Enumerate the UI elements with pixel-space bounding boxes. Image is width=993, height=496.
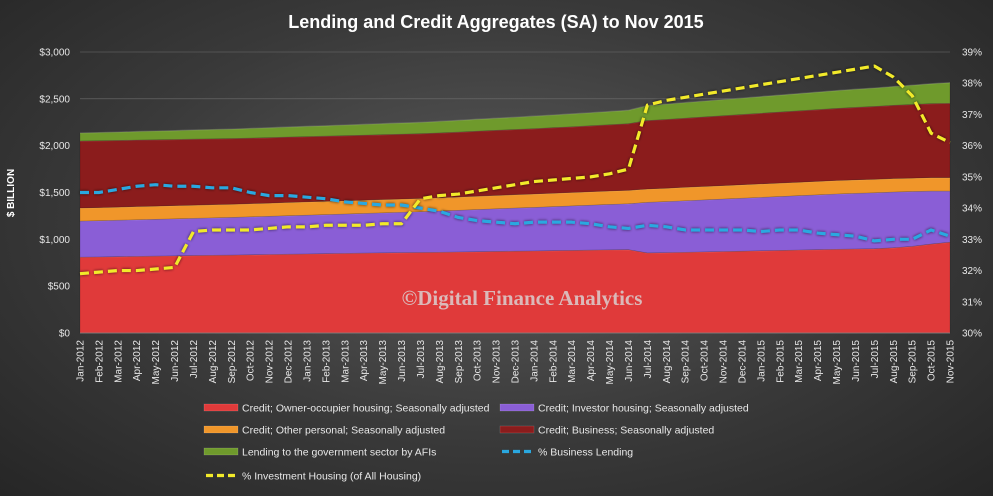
x-tick-label-40: May-2015	[832, 340, 843, 385]
chart-title: Lending and Credit Aggregates (SA) to No…	[288, 12, 703, 32]
x-tick-label-6: Jul-2012	[189, 340, 200, 379]
right-tick-label-9: 39%	[962, 48, 982, 59]
x-tick-label-31: Aug-2014	[662, 340, 673, 384]
x-tick-label-35: Dec-2014	[737, 340, 748, 384]
x-tick-label-42: Jul-2015	[870, 340, 881, 379]
x-tick-label-37: Feb-2015	[775, 340, 786, 383]
right-tick-label-8: 38%	[962, 79, 982, 90]
area-series-2	[79, 177, 951, 222]
x-tick-label-41: Jun-2015	[851, 340, 862, 382]
x-tick-label-30: Jul-2014	[643, 340, 654, 379]
left-tick-label-0: $0	[59, 329, 71, 340]
x-tick-label-5: Jun-2012	[170, 340, 181, 382]
x-tick-label-16: May-2013	[378, 340, 389, 385]
legend-swatch-3	[499, 425, 535, 434]
x-tick-label-12: Jan-2013	[302, 340, 313, 382]
x-tick-label-27: Apr-2014	[586, 340, 597, 382]
right-tick-label-6: 36%	[962, 141, 982, 152]
x-tick-label-46: Nov-2015	[946, 340, 957, 384]
x-tick-label-24: Jan-2014	[529, 340, 540, 382]
x-tick-label-44: Sep-2015	[908, 340, 919, 384]
x-tick-label-17: Jun-2013	[397, 340, 408, 382]
legend-label-3: Credit; Business; Seasonally adjusted	[538, 425, 714, 437]
right-tick-label-4: 34%	[962, 204, 982, 215]
right-tick-label-7: 37%	[962, 110, 982, 121]
legend-swatch-4	[203, 447, 239, 456]
x-tick-label-29: Jun-2014	[624, 340, 635, 382]
legend: Credit; Owner-occupier housing; Seasonal…	[203, 403, 749, 483]
left-tick-label-1: $500	[48, 282, 71, 293]
x-tick-label-3: Apr-2012	[132, 340, 143, 382]
legend-label-4: Lending to the government sector by AFIs	[242, 447, 436, 459]
area-edge-4	[79, 82, 951, 134]
right-tick-label-3: 33%	[962, 235, 982, 246]
y-axis-label: $ BILLION	[6, 169, 17, 217]
left-tick-label-2: $1,000	[39, 235, 70, 246]
x-tick-label-8: Sep-2012	[227, 340, 238, 384]
stacked-areas	[79, 82, 951, 334]
left-tick-label-4: $2,000	[39, 141, 70, 152]
x-tick-label-20: Sep-2013	[454, 340, 465, 384]
right-tick-label-2: 32%	[962, 266, 982, 277]
legend-label-6: % Investment Housing (of All Housing)	[242, 471, 421, 483]
x-tick-label-18: Jul-2013	[416, 340, 427, 379]
right-tick-label-1: 31%	[962, 297, 982, 308]
x-tick-label-14: Mar-2013	[340, 340, 351, 383]
x-tick-label-26: Mar-2014	[567, 340, 578, 383]
x-tick-label-9: Oct-2012	[246, 340, 257, 382]
right-tick-label-0: 30%	[962, 329, 982, 340]
x-tick-label-7: Aug-2012	[208, 340, 219, 384]
legend-label-5: % Business Lending	[538, 447, 633, 459]
left-axis-ticks: $0 $500 $1,000 $1,500 $2,000 $2,500 $3,000	[39, 48, 70, 340]
x-tick-label-21: Oct-2013	[473, 340, 484, 382]
x-axis-ticks: Jan-2012 Feb-2012 Mar-2012 Apr-2012 May-2012…	[76, 332, 957, 385]
right-tick-label-5: 35%	[962, 172, 982, 183]
legend-swatch-0	[203, 403, 239, 412]
x-tick-label-13: Feb-2013	[321, 340, 332, 383]
x-tick-label-11: Dec-2012	[284, 340, 295, 384]
area-series-4	[79, 82, 951, 142]
x-tick-label-15: Apr-2013	[359, 340, 370, 382]
x-tick-label-22: Nov-2013	[492, 340, 503, 384]
line-series	[79, 63, 951, 276]
legend-label-2: Credit; Other personal; Seasonally adjus…	[242, 425, 445, 437]
x-tick-label-25: Feb-2014	[548, 340, 559, 383]
legend-swatch-1	[499, 403, 535, 412]
legend-label-1: Credit; Investor housing; Seasonally adj…	[538, 403, 749, 415]
line-series-1	[79, 64, 951, 276]
left-tick-label-3: $1,500	[39, 188, 70, 199]
x-tick-label-0: Jan-2012	[76, 340, 87, 382]
x-tick-label-32: Sep-2014	[681, 340, 692, 384]
watermark: ©Digital Finance Analytics	[402, 286, 643, 310]
x-tick-label-2: Mar-2012	[113, 340, 124, 383]
x-tick-label-45: Oct-2015	[927, 340, 938, 382]
legend-swatch-2	[203, 425, 239, 434]
x-tick-label-34: Nov-2014	[719, 340, 730, 384]
x-tick-label-19: Aug-2013	[435, 340, 446, 384]
x-tick-label-39: Apr-2015	[813, 340, 824, 382]
x-tick-label-10: Nov-2012	[265, 340, 276, 384]
x-tick-label-43: Aug-2015	[889, 340, 900, 384]
x-tick-label-1: Feb-2012	[94, 340, 105, 383]
x-tick-label-28: May-2014	[605, 340, 616, 385]
x-tick-label-4: May-2012	[151, 340, 162, 385]
x-tick-label-36: Jan-2015	[756, 340, 767, 382]
x-tick-label-33: Oct-2014	[700, 340, 711, 382]
x-tick-label-23: Dec-2013	[511, 340, 522, 384]
area-series-3	[79, 102, 951, 209]
right-axis-ticks: 30% 31% 32% 33% 34% 35% 36% 37% 38% 39%	[962, 48, 982, 340]
legend-label-0: Credit; Owner-occupier housing; Seasonal…	[242, 403, 490, 415]
x-tick-label-38: Mar-2015	[794, 340, 805, 383]
line-series-0	[80, 183, 951, 243]
left-tick-label-6: $3,000	[39, 48, 70, 59]
left-tick-label-5: $2,500	[39, 94, 70, 105]
